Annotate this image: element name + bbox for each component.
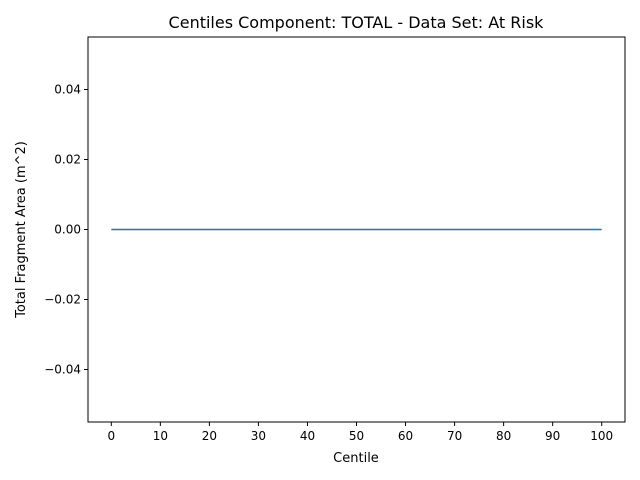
y-tick-label: −0.04	[44, 363, 81, 377]
x-tick-label: 60	[398, 429, 413, 443]
y-tick-label: −0.02	[44, 293, 81, 307]
x-tick-label: 80	[496, 429, 511, 443]
chart-title: Centiles Component: TOTAL - Data Set: At…	[169, 13, 545, 32]
plot-frame	[87, 36, 626, 423]
x-tick-label: 30	[251, 429, 266, 443]
x-tick-label: 90	[545, 429, 560, 443]
x-tick-label: 10	[153, 429, 168, 443]
x-axis-label: Centile	[333, 451, 379, 466]
x-tick-label: 70	[447, 429, 462, 443]
plot-area: 0 10 20 30 40 50 60 70 80 90 100 −0.04 −0.02 0.00 0.02…	[44, 83, 613, 444]
y-tick-label: 0.00	[54, 223, 81, 237]
x-tick-label: 50	[349, 429, 364, 443]
y-tick-label: 0.04	[54, 83, 81, 97]
x-tick-label: 0	[107, 429, 115, 443]
x-tick-label: 20	[202, 429, 217, 443]
y-axis-label: Total Fragment Area (m^2)	[14, 141, 29, 319]
y-tick-label: 0.02	[54, 153, 81, 167]
x-tick-label: 40	[300, 429, 315, 443]
x-tick-label: 100	[590, 429, 613, 443]
